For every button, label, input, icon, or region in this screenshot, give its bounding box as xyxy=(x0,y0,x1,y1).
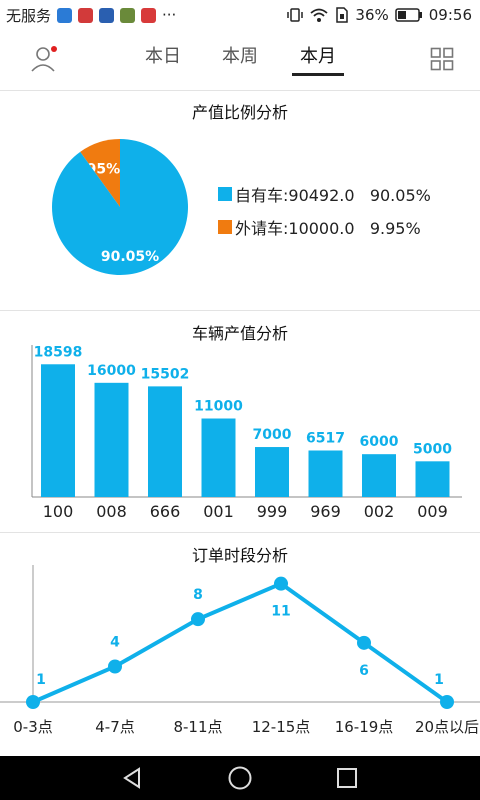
bar xyxy=(201,418,236,497)
data-point-label: 1 xyxy=(434,672,444,688)
legend-item-own-vehicle: 自有车:90492.0 90.05% xyxy=(218,182,431,206)
data-point-label: 8 xyxy=(193,587,203,603)
pie-slice xyxy=(52,139,188,275)
x-tick-label: 001 xyxy=(203,502,234,521)
bar-value-label: 18598 xyxy=(34,344,83,360)
recent-apps-icon[interactable] xyxy=(335,766,359,790)
x-tick-label: 16-19点 xyxy=(335,718,394,736)
data-point xyxy=(357,635,371,650)
status-bar: 无服务 ··· 36% 09:56 xyxy=(0,0,480,30)
x-tick-label: 008 xyxy=(96,502,127,521)
data-point-label: 11 xyxy=(271,604,290,620)
data-point xyxy=(26,695,40,709)
data-point xyxy=(191,612,205,627)
tab-today[interactable]: 本日 xyxy=(145,46,181,67)
x-tick-label: 100 xyxy=(43,502,74,521)
x-tick-label: 009 xyxy=(417,502,448,521)
vibrate-icon xyxy=(287,8,304,22)
x-tick-label: 999 xyxy=(257,502,288,521)
series-line xyxy=(32,581,449,704)
legend-label: 外请车:10000.0 9.95% xyxy=(235,219,421,238)
bar-value-label: 6517 xyxy=(306,430,345,446)
grid-menu-icon[interactable] xyxy=(430,47,454,71)
carrier-text: 无服务 xyxy=(6,6,52,25)
home-icon[interactable] xyxy=(227,765,253,791)
app-notification-icon xyxy=(57,7,73,23)
bar xyxy=(362,454,396,497)
sim-card-icon xyxy=(336,7,349,23)
pie-chart: 9.95%90.05% xyxy=(52,139,188,275)
tab-this-week[interactable]: 本周 xyxy=(222,46,258,67)
bar-value-label: 15502 xyxy=(141,366,190,382)
bar xyxy=(41,364,75,497)
data-point xyxy=(108,659,122,674)
bar xyxy=(148,386,182,497)
x-tick-label: 20点以后 xyxy=(415,718,479,736)
x-tick-label: 8-11点 xyxy=(173,718,222,736)
pie-chart-title: 产值比例分析 xyxy=(191,103,288,122)
app-notification-icon xyxy=(120,7,136,23)
more-notifications-icon: ··· xyxy=(162,6,177,24)
top-navigation: 本日 本周 本月 xyxy=(0,30,480,91)
legend-swatch xyxy=(218,187,232,201)
data-point xyxy=(274,576,288,591)
battery-percent: 36% xyxy=(355,6,389,24)
bar-value-label: 5000 xyxy=(413,441,452,457)
bar xyxy=(308,450,343,497)
bar-value-label: 11000 xyxy=(194,399,243,415)
bar-value-label: 7000 xyxy=(253,427,292,443)
bar-chart: 18598 100 16000 008 15502 666 11000 001 7000 999 6… xyxy=(31,344,462,521)
legend-item-hired-vehicle: 外请车:10000.0 9.95% xyxy=(218,215,421,239)
section-divider xyxy=(0,310,480,311)
data-point-label: 1 xyxy=(36,672,46,688)
pie-slice xyxy=(80,139,120,207)
legend-swatch xyxy=(218,220,232,234)
x-tick-label: 002 xyxy=(364,502,395,521)
clock: 09:56 xyxy=(428,6,472,24)
x-tick-label: 12-15点 xyxy=(252,718,311,736)
x-tick-label: 0-3点 xyxy=(13,718,53,736)
bar xyxy=(255,447,289,497)
pie-slice-label: 90.05% xyxy=(101,249,159,265)
app-notification-icon xyxy=(99,7,115,23)
app-notification-icon xyxy=(141,7,157,23)
bar xyxy=(94,382,129,497)
back-icon[interactable] xyxy=(120,766,144,790)
line-chart: 1 0-3点 4 4-7点 8 8-11点 11 12-15点 6 16-19点 1 20点以后 xyxy=(0,565,480,736)
data-point xyxy=(440,695,454,709)
app-notification-icon xyxy=(78,7,94,23)
system-navigation-bar xyxy=(0,756,480,800)
legend-label: 自有车:90492.0 90.05% xyxy=(235,186,431,205)
bar-chart-title: 车辆产值分析 xyxy=(191,324,288,343)
bar xyxy=(415,461,450,497)
active-tab-indicator xyxy=(292,73,344,76)
user-profile-icon[interactable] xyxy=(28,43,60,75)
data-point-label: 6 xyxy=(359,663,369,679)
battery-icon xyxy=(395,8,422,22)
wifi-icon xyxy=(310,8,329,22)
section-divider xyxy=(0,532,480,533)
x-tick-label: 969 xyxy=(310,502,341,521)
bar-value-label: 6000 xyxy=(360,434,399,450)
tab-this-month[interactable]: 本月 xyxy=(300,46,336,67)
line-chart-title: 订单时段分析 xyxy=(191,546,288,565)
data-point-label: 4 xyxy=(110,635,120,651)
x-tick-label: 666 xyxy=(150,502,181,521)
x-tick-label: 4-7点 xyxy=(95,718,135,736)
bar-value-label: 16000 xyxy=(87,363,136,379)
